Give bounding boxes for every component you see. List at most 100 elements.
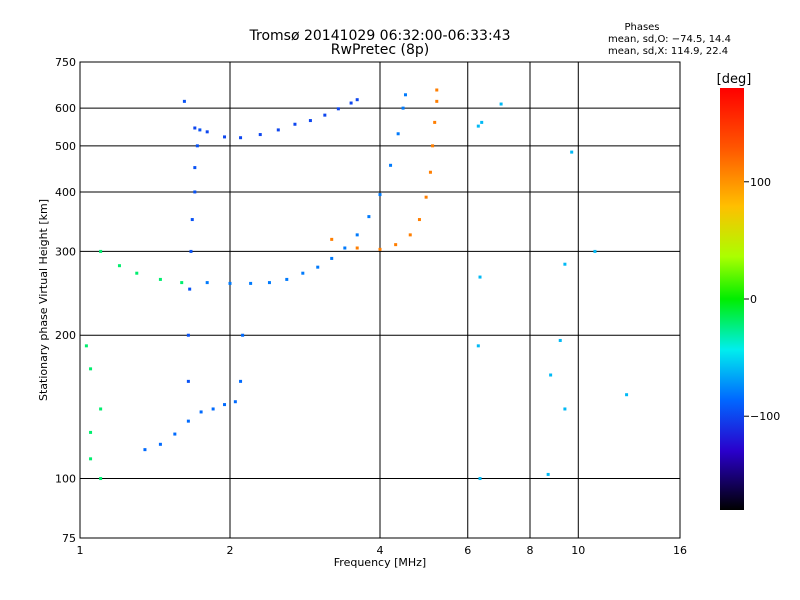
data-point	[223, 135, 227, 139]
data-point	[143, 448, 147, 452]
data-point	[593, 249, 597, 253]
x-tick-label: 16	[673, 544, 687, 557]
x-tick-label: 1	[77, 544, 84, 557]
data-point	[323, 113, 327, 117]
stats-o-line: mean, sd,O: −74.5, 14.4	[608, 34, 731, 45]
y-tick-labels: 75 100 200 300 400 500 600 750	[55, 56, 76, 545]
data-point	[625, 393, 629, 397]
data-point	[186, 333, 190, 337]
data-point	[173, 432, 177, 436]
y-axis-label: Stationary phase Virtual Height [km]	[37, 199, 50, 401]
data-point	[401, 106, 405, 110]
data-point	[478, 477, 482, 481]
data-point	[195, 144, 199, 148]
data-point	[349, 101, 353, 105]
colorbar-label: [deg]	[717, 72, 752, 87]
data-point	[355, 246, 359, 250]
chart-title: Tromsø 20141029 06:32:00-06:33:43	[249, 28, 511, 44]
data-point	[199, 410, 203, 414]
data-point	[89, 367, 93, 371]
chart-subtitle: RwPretec (8p)	[331, 42, 429, 58]
x-tick-label: 8	[527, 544, 534, 557]
data-point	[190, 218, 194, 222]
data-point	[355, 233, 359, 237]
data-point	[228, 281, 232, 285]
data-point	[205, 281, 209, 285]
data-point	[499, 102, 503, 106]
data-point	[389, 163, 393, 167]
data-point	[89, 430, 93, 434]
data-point	[182, 99, 186, 103]
data-point	[84, 344, 88, 348]
data-point	[476, 344, 480, 348]
data-point	[424, 195, 428, 199]
data-point	[99, 407, 103, 411]
data-point	[330, 256, 334, 260]
y-tick-label: 600	[55, 102, 76, 115]
data-point	[355, 98, 359, 102]
x-tick-label: 6	[464, 544, 471, 557]
data-point	[563, 407, 567, 411]
data-point	[301, 271, 305, 275]
data-point	[403, 93, 407, 97]
data-point	[378, 247, 382, 251]
data-point	[549, 373, 553, 377]
data-point	[316, 265, 320, 269]
data-point	[343, 246, 347, 250]
y-tick-label: 75	[62, 532, 76, 545]
data-point	[198, 128, 202, 132]
data-point	[267, 281, 271, 285]
data-point	[330, 237, 334, 241]
data-point	[99, 249, 103, 253]
data-point	[308, 119, 312, 123]
data-point	[480, 120, 484, 124]
data-point	[188, 287, 192, 291]
data-point	[435, 99, 439, 103]
data-point	[89, 457, 93, 461]
data-point	[378, 193, 382, 197]
data-point	[239, 379, 243, 383]
plot-frame	[79, 61, 681, 539]
data-point	[396, 132, 400, 136]
data-point	[408, 233, 412, 237]
data-point	[394, 243, 398, 247]
y-tick-label: 400	[55, 186, 76, 199]
data-point	[239, 136, 243, 140]
data-point	[158, 442, 162, 446]
data-point	[189, 249, 193, 253]
data-point	[193, 126, 197, 130]
data-point	[435, 88, 439, 92]
data-point	[180, 281, 184, 285]
data-point	[433, 120, 437, 124]
data-point	[367, 215, 371, 219]
data-point	[476, 124, 480, 128]
colorbar	[720, 88, 744, 510]
x-axis-label: Frequency [MHz]	[334, 556, 426, 569]
data-point	[211, 407, 215, 411]
data-point	[570, 150, 574, 154]
data-point	[186, 419, 190, 423]
stats-header: Phases	[624, 22, 659, 33]
y-tick-label: 500	[55, 140, 76, 153]
data-point	[233, 400, 237, 404]
data-point	[135, 271, 139, 275]
x-tick-label: 10	[571, 544, 585, 557]
data-point	[186, 379, 190, 383]
data-point	[99, 477, 103, 481]
data-points	[84, 88, 629, 481]
data-point	[563, 262, 567, 266]
data-point	[417, 218, 421, 222]
data-point	[558, 338, 562, 342]
data-point	[193, 166, 197, 170]
data-point	[249, 281, 253, 285]
stats-x-line: mean, sd,X: 114.9, 22.4	[608, 46, 728, 57]
x-tick-label: 2	[227, 544, 234, 557]
colorbar-tick-label: 0	[750, 293, 757, 306]
data-point	[205, 130, 209, 134]
data-point	[241, 333, 245, 337]
y-tick-label: 750	[55, 56, 76, 69]
colorbar-tick-label: −100	[750, 410, 780, 423]
data-point	[431, 144, 435, 148]
data-point	[428, 170, 432, 174]
